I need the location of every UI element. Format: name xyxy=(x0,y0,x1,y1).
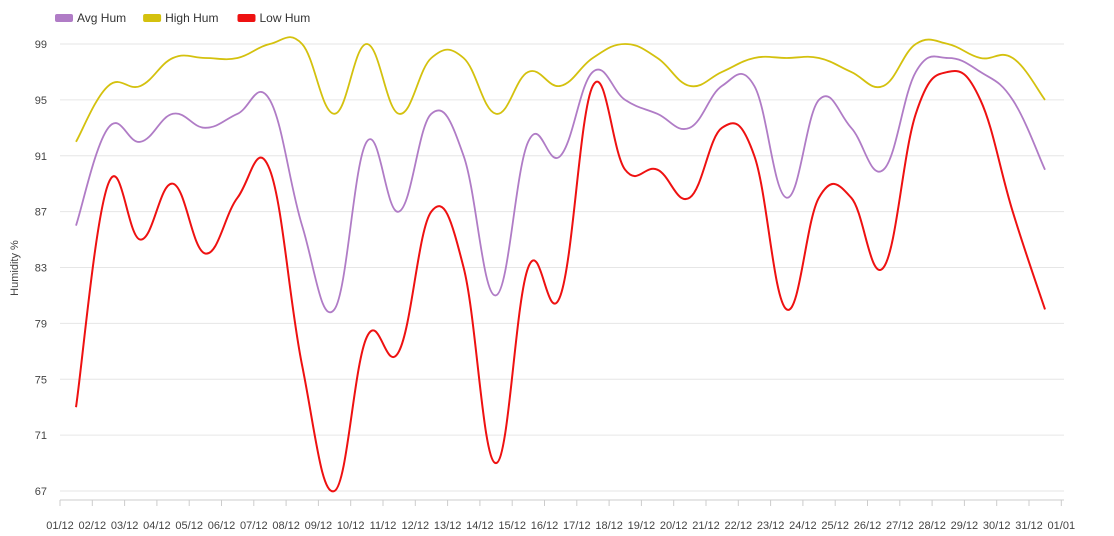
x-tick-label-27: 28/12 xyxy=(918,520,946,532)
x-tick-label-6: 07/12 xyxy=(240,520,268,532)
x-tick-label-30: 31/12 xyxy=(1015,520,1043,532)
series-line-avg-hum[interactable] xyxy=(75,55,1046,313)
x-axis: 01/12 02/12 03/12 04/12 05/12 06/12 07/12 08/12… xyxy=(46,499,1076,532)
y-tick-label-8: 99 xyxy=(35,39,47,51)
x-tick-label-8: 09/12 xyxy=(305,520,333,532)
x-tick-label-12: 13/12 xyxy=(434,520,462,532)
x-tick-label-15: 16/12 xyxy=(531,520,559,532)
legend-swatch-2 xyxy=(237,14,256,22)
y-tick-label-6: 91 xyxy=(35,151,47,163)
x-tick-label-11: 12/12 xyxy=(402,520,430,532)
x-tick-label-19: 20/12 xyxy=(660,520,688,532)
series-line-high-hum[interactable] xyxy=(75,36,1046,143)
y-tick-label-1: 71 xyxy=(35,430,47,442)
y-axis-title: Humidity % xyxy=(9,240,21,296)
x-tick-label-5: 06/12 xyxy=(208,520,236,532)
x-tick-label-3: 04/12 xyxy=(143,520,171,532)
y-axis-ticks: 67 71 75 79 83 87 91 95 99 xyxy=(35,39,47,498)
x-tick-label-31: 01/01 xyxy=(1048,520,1076,532)
x-tick-label-25: 26/12 xyxy=(854,520,882,532)
x-tick-label-0: 01/12 xyxy=(46,520,74,532)
x-tick-label-2: 03/12 xyxy=(111,520,139,532)
x-tick-label-1: 02/12 xyxy=(79,520,107,532)
grid-lines xyxy=(60,43,1064,492)
x-tick-label-29: 30/12 xyxy=(983,520,1011,532)
x-tick-label-10: 11/12 xyxy=(370,520,397,532)
x-tick-label-22: 23/12 xyxy=(757,520,785,532)
y-tick-label-4: 83 xyxy=(35,263,47,275)
legend-label-1[interactable]: High Hum xyxy=(165,11,218,25)
legend-swatch-1 xyxy=(143,14,162,22)
x-tick-label-7: 08/12 xyxy=(272,520,300,532)
x-tick-label-24: 25/12 xyxy=(821,520,849,532)
x-tick-label-13: 14/12 xyxy=(466,520,494,532)
x-tick-label-4: 05/12 xyxy=(175,520,203,532)
x-tick-label-21: 22/12 xyxy=(725,520,753,532)
series-lines xyxy=(75,36,1046,493)
y-tick-label-7: 95 xyxy=(35,95,47,107)
y-tick-label-5: 87 xyxy=(35,207,47,219)
legend: Avg Hum High Hum Low Hum xyxy=(55,11,310,25)
series-line-low-hum[interactable] xyxy=(75,70,1046,493)
x-tick-label-20: 21/12 xyxy=(692,520,720,532)
legend-swatch-0 xyxy=(55,14,73,22)
x-tick-label-14: 15/12 xyxy=(498,520,526,532)
y-tick-label-0: 67 xyxy=(35,486,47,498)
x-tick-label-17: 18/12 xyxy=(595,520,623,532)
x-tick-label-16: 17/12 xyxy=(563,520,591,532)
x-tick-label-23: 24/12 xyxy=(789,520,817,532)
x-tick-label-9: 10/12 xyxy=(337,520,365,532)
x-tick-label-26: 27/12 xyxy=(886,520,914,532)
legend-label-0[interactable]: Avg Hum xyxy=(77,11,126,25)
legend-label-2[interactable]: Low Hum xyxy=(260,11,311,25)
x-tick-label-18: 19/12 xyxy=(628,520,656,532)
x-tick-label-28: 29/12 xyxy=(951,520,979,532)
y-tick-label-3: 79 xyxy=(35,318,47,330)
y-tick-label-2: 75 xyxy=(35,374,47,386)
